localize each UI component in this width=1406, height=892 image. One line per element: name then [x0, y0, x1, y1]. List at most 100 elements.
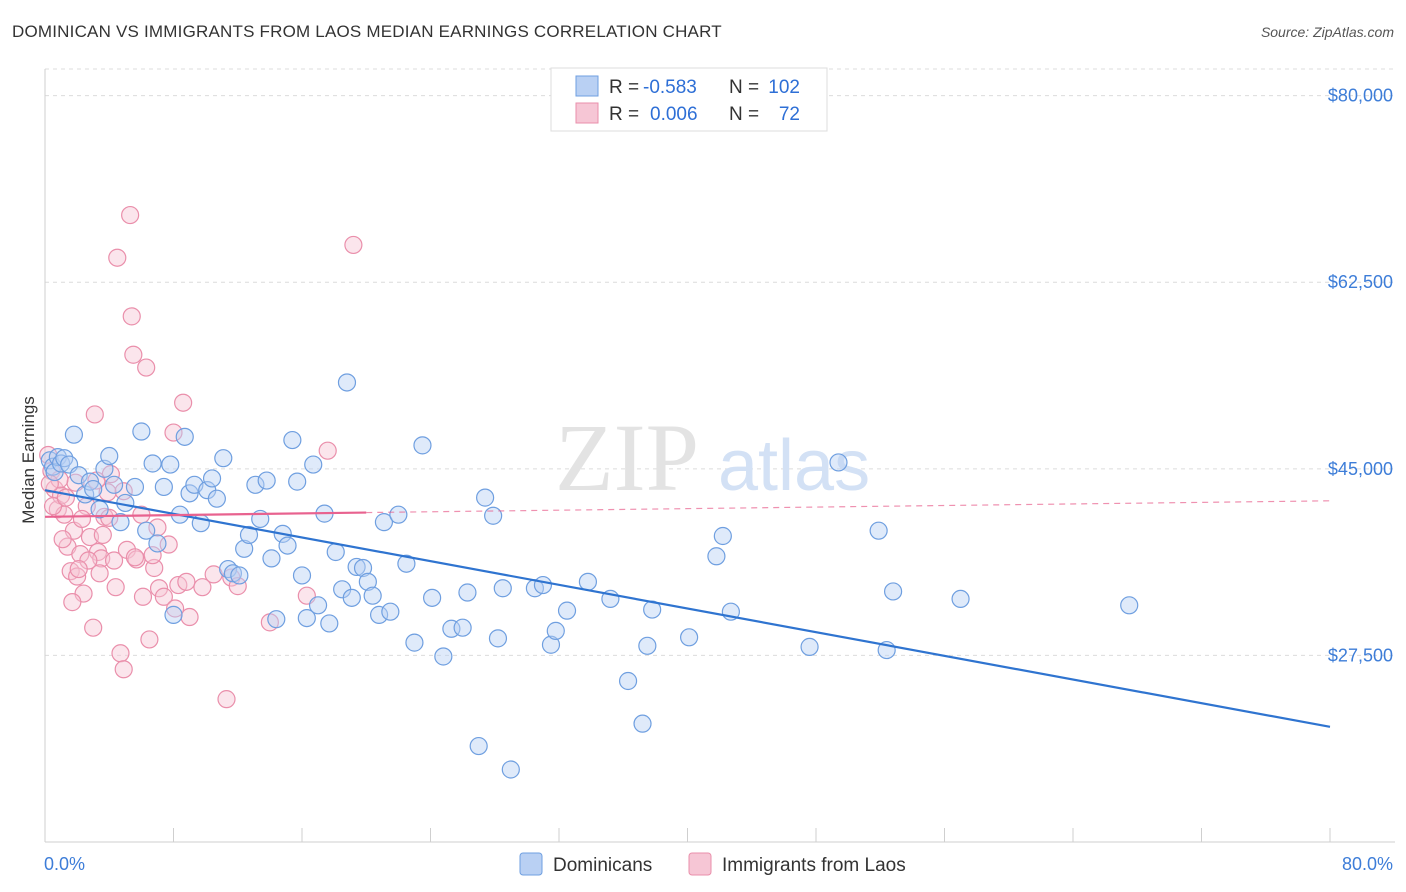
dominican-point — [207, 489, 226, 508]
laos-point — [69, 559, 88, 579]
laos-point — [43, 497, 63, 516]
dominican-point — [297, 608, 316, 628]
dominicans-trend-line — [44, 489, 1331, 728]
dominican-point — [533, 575, 553, 595]
laos-point — [177, 572, 196, 591]
dominican-point — [883, 582, 903, 601]
laos-point — [174, 393, 193, 412]
dominican-point — [800, 637, 819, 656]
x-tick-marks — [44, 828, 1331, 842]
dominican-point — [476, 488, 495, 507]
laos-trend-extension — [366, 500, 1331, 514]
x-tick-label-min: 0.0% — [44, 854, 85, 874]
laos-point — [133, 587, 153, 606]
dominican-point — [180, 484, 199, 503]
chart-title: DOMINICAN VS IMMIGRANTS FROM LAOS MEDIAN… — [12, 22, 722, 41]
laos-point — [90, 564, 109, 583]
dominican-point — [374, 513, 394, 532]
dominican-point — [347, 557, 366, 577]
dominican-point — [358, 572, 377, 591]
dominican-point — [707, 547, 726, 566]
laos-point — [68, 567, 87, 586]
legend-swatch-blue — [575, 75, 599, 97]
x-tick-label-max: 80.0% — [1342, 854, 1393, 874]
bottom-legend-swatch-blue — [519, 852, 543, 876]
dominican-point — [214, 449, 233, 468]
laos-point — [148, 518, 167, 537]
laos-point — [180, 607, 199, 627]
legend-r-value-1: -0.583 — [643, 77, 697, 98]
watermark-zip: ZIP — [555, 404, 699, 511]
bottom-legend: Dominicans Immigrants from Laos — [519, 852, 906, 876]
dominican-point — [326, 542, 345, 562]
dominican-point — [405, 633, 424, 652]
dominican-point — [493, 579, 512, 598]
y-tick-label: $45,000 — [1328, 459, 1393, 479]
dominican-point — [829, 453, 848, 472]
legend-swatch-pink — [575, 102, 599, 124]
dominican-point — [104, 475, 124, 494]
dominican-point — [100, 446, 119, 466]
dominican-point — [363, 586, 382, 605]
legend: R = -0.583 N = 102 R = 0.006 N = 72 — [550, 67, 828, 132]
laos-point — [154, 587, 173, 606]
dominican-point — [320, 614, 339, 633]
dominican-point — [389, 505, 408, 524]
dominican-point — [202, 469, 222, 488]
dominican-point — [262, 549, 281, 568]
dominican-point — [267, 610, 286, 629]
laos-point — [53, 530, 72, 549]
dominican-point — [161, 455, 180, 474]
dominican-point — [235, 539, 254, 558]
y-tick-label: $62,500 — [1328, 272, 1393, 292]
laos-point — [166, 599, 185, 618]
dominican-point — [381, 602, 400, 621]
y-axis-label: Median Earnings — [19, 396, 38, 524]
dominican-point — [257, 471, 276, 490]
dominican-point — [1120, 596, 1139, 615]
legend-n-value-2: 72 — [779, 104, 800, 125]
dominican-point — [488, 629, 508, 648]
dominican-point — [164, 605, 183, 624]
trend-lines — [44, 489, 1331, 728]
laos-point — [114, 660, 133, 679]
legend-r-label-2: R = — [609, 104, 639, 125]
laos-point — [104, 551, 124, 570]
legend-n-label-2: N = — [729, 104, 759, 125]
dominican-point — [353, 558, 373, 578]
legend-r-value-2: 0.006 — [650, 104, 698, 125]
dominican-point — [84, 479, 103, 499]
laos-point — [193, 578, 212, 597]
dominican-point — [125, 477, 145, 497]
laos-point — [217, 690, 236, 709]
dominican-point — [423, 588, 442, 607]
laos-point — [85, 405, 104, 424]
dominican-point — [458, 583, 477, 602]
dominican-point — [143, 454, 162, 473]
laos-point — [137, 358, 156, 377]
dominican-point — [304, 455, 323, 474]
dominican-point — [633, 714, 652, 733]
dominican-point — [337, 373, 357, 392]
laos-point — [84, 618, 103, 637]
laos-point — [106, 578, 125, 597]
laos-point — [111, 644, 130, 663]
dominican-point — [453, 618, 472, 637]
laos-point — [140, 630, 159, 649]
dominican-point — [869, 521, 888, 540]
laos-point — [124, 345, 143, 364]
dominican-point — [292, 566, 312, 585]
dominican-point — [288, 472, 307, 491]
dominican-point — [137, 521, 156, 540]
dominican-point — [469, 736, 488, 756]
dominican-point — [578, 572, 598, 591]
dominican-point — [132, 422, 151, 441]
dominican-point — [69, 466, 88, 485]
dominican-point — [618, 671, 638, 691]
laos-point — [93, 525, 112, 545]
legend-n-label-1: N = — [729, 77, 759, 98]
laos-point — [149, 579, 169, 598]
series-dominicans-points — [40, 373, 1139, 779]
dominican-point — [283, 430, 302, 450]
